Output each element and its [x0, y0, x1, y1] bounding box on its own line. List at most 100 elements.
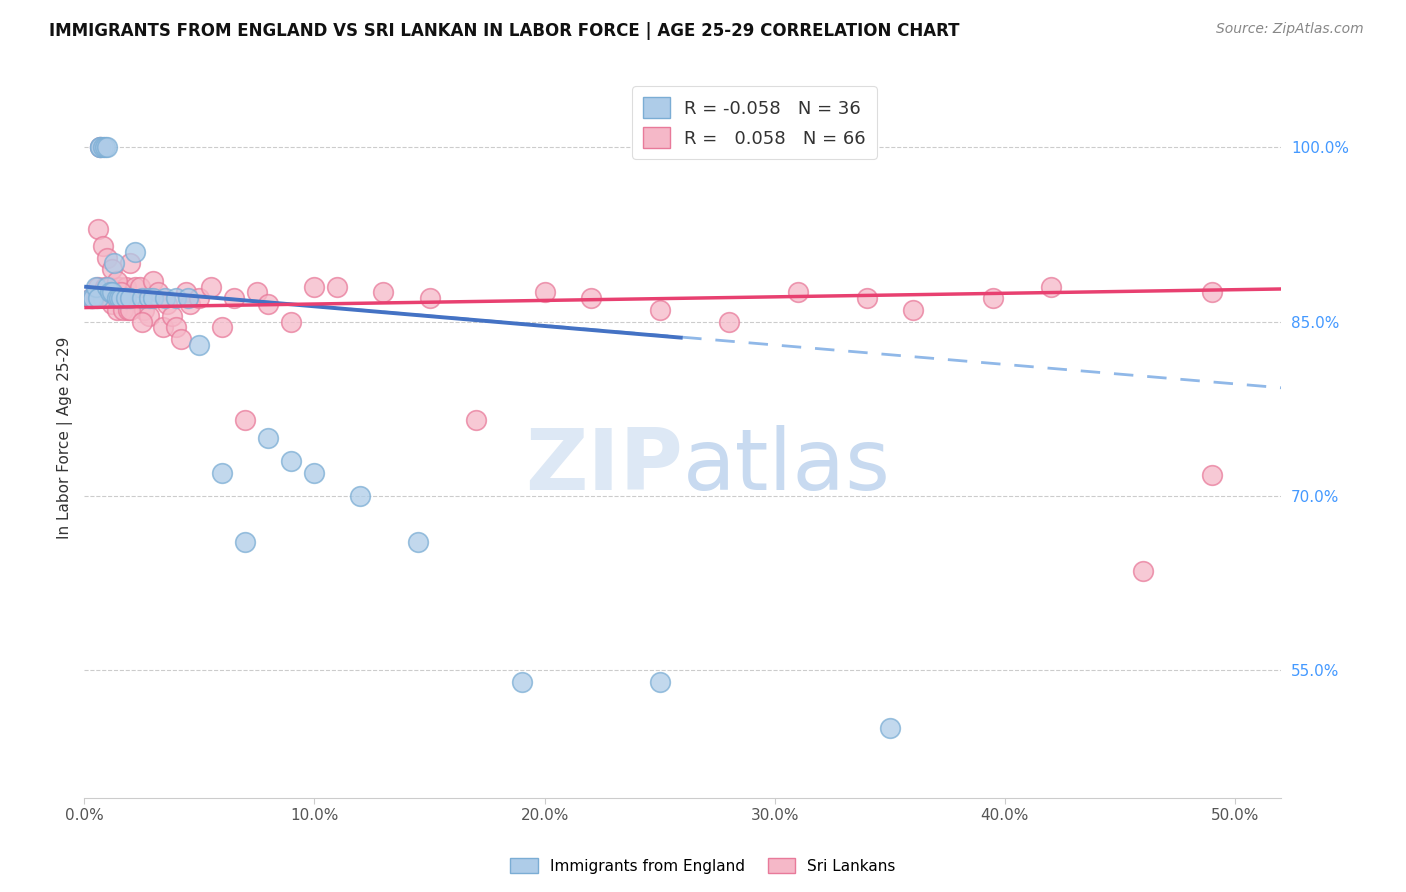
Point: [188, 291, 211, 305]
Point: [160, 309, 183, 323]
Text: IMMIGRANTS FROM ENGLAND VS SRI LANKAN IN LABOR FORCE | AGE 25-29 CORRELATION CHA: IMMIGRANTS FROM ENGLAND VS SRI LANKAN IN…: [49, 22, 960, 40]
Point: [103, 256, 125, 270]
Point: [117, 302, 139, 317]
Point: [110, 291, 132, 305]
Point: [96, 140, 118, 154]
Point: [105, 291, 128, 305]
Point: [114, 291, 136, 305]
Point: [170, 332, 193, 346]
Point: [1201, 467, 1223, 482]
Point: [131, 291, 153, 305]
Point: [103, 285, 125, 300]
Point: [101, 262, 124, 277]
Point: [280, 454, 302, 468]
Point: [235, 535, 257, 549]
Point: [108, 279, 131, 293]
Point: [188, 338, 211, 352]
Point: [280, 314, 302, 328]
Point: [304, 279, 326, 293]
Point: [257, 297, 280, 311]
Point: [983, 291, 1005, 305]
Point: [114, 279, 136, 293]
Point: [84, 291, 107, 305]
Point: [80, 291, 103, 305]
Point: [108, 291, 131, 305]
Point: [211, 320, 233, 334]
Point: [89, 140, 111, 154]
Point: [142, 274, 165, 288]
Point: [82, 291, 104, 305]
Point: [464, 413, 486, 427]
Point: [98, 285, 121, 300]
Point: [257, 431, 280, 445]
Point: [373, 285, 395, 300]
Point: [94, 140, 117, 154]
Text: Source: ZipAtlas.com: Source: ZipAtlas.com: [1216, 22, 1364, 37]
Point: [246, 285, 269, 300]
Point: [200, 279, 222, 293]
Point: [124, 279, 146, 293]
Point: [648, 674, 671, 689]
Point: [96, 285, 118, 300]
Point: [91, 140, 114, 154]
Point: [105, 302, 128, 317]
Point: [87, 291, 110, 305]
Point: [91, 239, 114, 253]
Point: [174, 285, 197, 300]
Legend: R = -0.058   N = 36, R =   0.058   N = 66: R = -0.058 N = 36, R = 0.058 N = 66: [633, 87, 877, 159]
Point: [510, 674, 533, 689]
Point: [89, 140, 111, 154]
Point: [105, 274, 128, 288]
Point: [87, 221, 110, 235]
Point: [304, 466, 326, 480]
Y-axis label: In Labor Force | Age 25-29: In Labor Force | Age 25-29: [58, 336, 73, 539]
Point: [177, 291, 200, 305]
Point: [856, 291, 879, 305]
Point: [134, 302, 156, 317]
Point: [120, 302, 142, 317]
Point: [120, 256, 142, 270]
Point: [87, 279, 110, 293]
Point: [326, 279, 349, 293]
Point: [96, 251, 118, 265]
Point: [114, 291, 136, 305]
Point: [131, 314, 153, 328]
Point: [146, 285, 169, 300]
Point: [110, 285, 132, 300]
Point: [124, 244, 146, 259]
Point: [418, 291, 440, 305]
Point: [1039, 279, 1062, 293]
Point: [91, 291, 114, 305]
Point: [156, 297, 179, 311]
Point: [142, 291, 165, 305]
Legend: Immigrants from England, Sri Lankans: Immigrants from England, Sri Lankans: [503, 852, 903, 880]
Point: [901, 302, 924, 317]
Point: [533, 285, 555, 300]
Point: [879, 722, 901, 736]
Point: [786, 285, 808, 300]
Point: [94, 279, 117, 293]
Point: [112, 302, 135, 317]
Point: [82, 291, 104, 305]
Point: [89, 140, 111, 154]
Point: [120, 291, 142, 305]
Point: [1132, 565, 1154, 579]
Point: [648, 302, 671, 317]
Point: [138, 309, 160, 323]
Text: ZIP: ZIP: [524, 425, 683, 508]
Point: [717, 314, 740, 328]
Point: [349, 489, 371, 503]
Point: [153, 291, 176, 305]
Point: [101, 285, 124, 300]
Text: atlas: atlas: [683, 425, 890, 508]
Point: [235, 413, 257, 427]
Point: [128, 279, 150, 293]
Point: [110, 291, 132, 305]
Point: [138, 291, 160, 305]
Point: [165, 320, 187, 334]
Point: [179, 297, 201, 311]
Point: [579, 291, 602, 305]
Point: [406, 535, 429, 549]
Point: [222, 291, 245, 305]
Point: [165, 291, 187, 305]
